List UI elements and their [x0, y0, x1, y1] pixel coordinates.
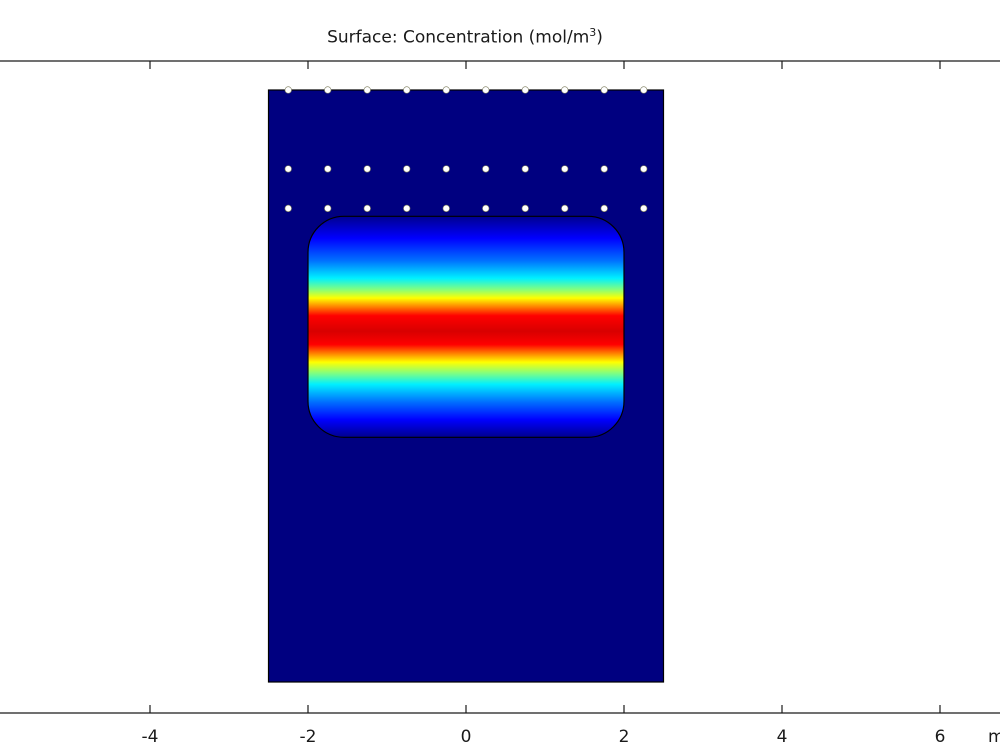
particle-marker: [640, 86, 648, 94]
x-axis-unit-label: m: [988, 727, 1000, 747]
particle-marker: [640, 204, 648, 212]
particle-marker: [561, 86, 569, 94]
x-tick-label: 6: [935, 727, 946, 747]
particle-marker: [324, 86, 332, 94]
x-tick-label: -2: [300, 727, 317, 747]
particle-marker: [442, 165, 450, 173]
particle-marker: [403, 165, 411, 173]
plot-title: Surface: Concentration (mol/m3): [327, 26, 603, 48]
inner-concentration-region[interactable]: [307, 215, 625, 438]
particle-marker: [561, 165, 569, 173]
particle-marker: [363, 86, 371, 94]
particle-group: [284, 86, 648, 212]
particle-marker: [284, 204, 292, 212]
x-tick-label: 0: [461, 727, 472, 747]
particle-marker: [324, 204, 332, 212]
top-axis-ticks: [149, 61, 941, 69]
particle-marker: [521, 165, 529, 173]
particle-marker: [442, 86, 450, 94]
particle-marker: [403, 86, 411, 94]
particle-marker: [600, 204, 608, 212]
particle-marker: [403, 204, 411, 212]
particle-marker: [363, 204, 371, 212]
particle-marker: [284, 86, 292, 94]
particle-marker: [324, 165, 332, 173]
x-tick-label: 2: [619, 727, 630, 747]
particle-marker: [521, 204, 529, 212]
x-tick-label: 4: [777, 727, 788, 747]
particle-marker: [482, 204, 490, 212]
particle-marker: [561, 204, 569, 212]
particle-marker: [640, 165, 648, 173]
particle-marker: [482, 165, 490, 173]
x-tick-label: -4: [142, 727, 159, 747]
particle-marker: [600, 86, 608, 94]
particle-marker: [284, 165, 292, 173]
particle-marker: [482, 86, 490, 94]
particle-marker: [363, 165, 371, 173]
particle-marker: [600, 165, 608, 173]
particle-marker: [521, 86, 529, 94]
bottom-axis-ticks: [149, 705, 941, 713]
particle-marker: [442, 204, 450, 212]
